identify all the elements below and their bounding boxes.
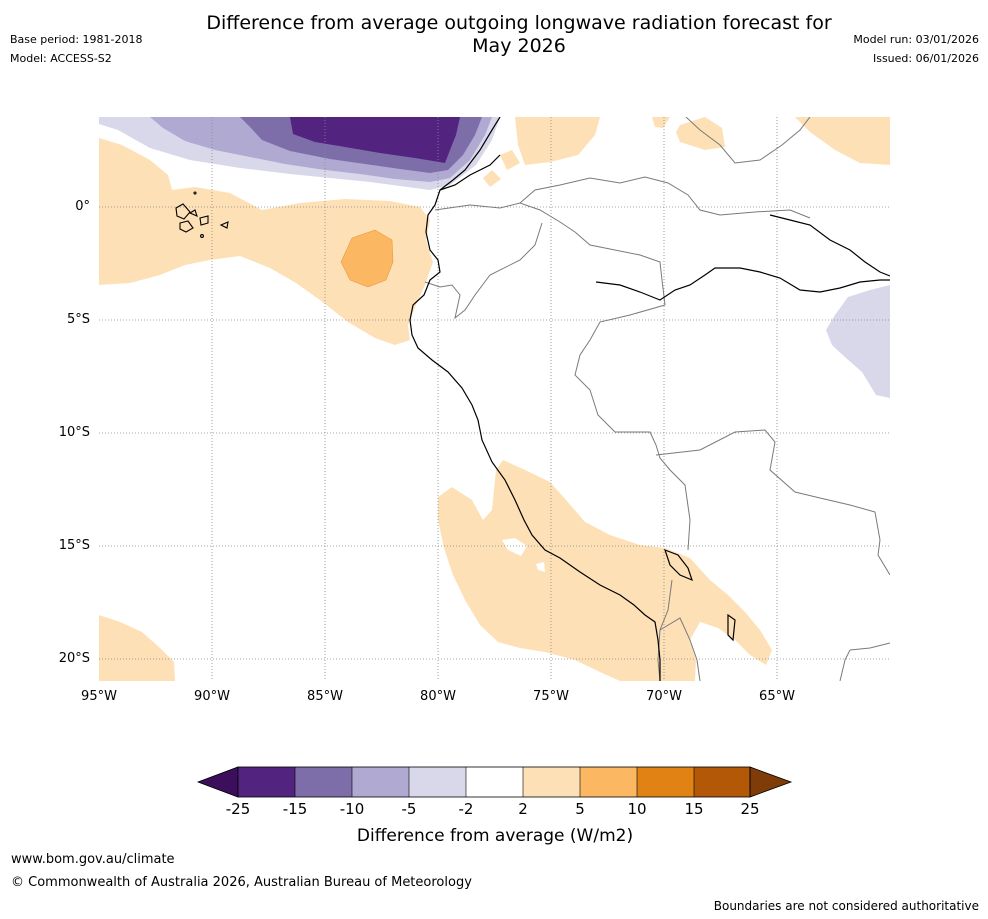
coast-caribbean: [439, 154, 501, 191]
chart-title: Difference from average outgoing longwav…: [0, 12, 988, 58]
coastlines: [409, 117, 890, 681]
country-borders: [424, 117, 890, 681]
border-colombia-ecuador: [434, 202, 666, 306]
issued-date: Issued: 06/01/2026: [872, 52, 979, 65]
anomaly-light-orange-north-5: [676, 117, 725, 150]
colorbar-bin-4: [409, 767, 466, 797]
colorbar-tick-15: 15: [684, 800, 704, 818]
border-paraguay-2: [839, 649, 851, 681]
colorbar-bin-6: [523, 767, 580, 797]
colorbar-tick-5: 5: [575, 800, 585, 818]
lon-label-75w: 75°W: [533, 689, 569, 704]
base-period: Base period: 1981-2018: [10, 33, 143, 46]
meta-right: Model run: 03/01/2026 Issued: 06/01/2026: [853, 30, 979, 68]
anomaly-lavender-east: [826, 285, 890, 398]
river-amazon: [595, 267, 890, 301]
anomaly-dark-purple: [290, 117, 460, 163]
title-line-2: May 2026: [472, 35, 566, 57]
colorbar-dividers: [294, 767, 695, 797]
lake-titicaca: [664, 548, 693, 582]
colorbar-title: Difference from average (W/m2): [356, 826, 634, 846]
colorbar-bin-3: [352, 767, 409, 797]
anomaly-white-hole: [502, 538, 527, 556]
colorbar-bin-8: [637, 767, 694, 797]
lat-label-10s: 10°S: [58, 425, 90, 440]
anomaly-light-orange-north-2: [500, 150, 520, 170]
model-name: Model: ACCESS-S2: [10, 52, 112, 65]
colorbar-tick-neg15: -15: [282, 800, 308, 818]
colorbar-bin-2: [295, 767, 352, 797]
model-run: Model run: 03/01/2026: [853, 33, 979, 46]
border-bolivia-argentina: [659, 617, 701, 681]
border-peru-brazil: [574, 304, 691, 551]
anomaly-light-orange-southwest: [99, 615, 175, 681]
website-link[interactable]: www.bom.gov.au/climate: [11, 852, 175, 867]
colorbar: [196, 766, 793, 798]
map-area: [99, 117, 890, 681]
lat-label-5s: 5°S: [66, 312, 90, 327]
colorbar-tick-neg25: -25: [225, 800, 251, 818]
disclaimer-text: Boundaries are not considered authoritat…: [713, 899, 979, 913]
border-paraguay: [849, 642, 890, 651]
colorbar-frame: [237, 766, 751, 798]
lat-label-20s: 20°S: [58, 651, 90, 666]
lon-label-65w: 65°W: [759, 689, 795, 704]
anomaly-orange-pacific: [340, 229, 394, 288]
colorbar-tick-neg10: -10: [339, 800, 365, 818]
lon-label-90w: 90°W: [194, 689, 230, 704]
colorbar-tick-25: 25: [740, 800, 760, 818]
border-venezuela-north: [685, 117, 811, 164]
meta-left: Base period: 1981-2018 Model: ACCESS-S2: [10, 30, 142, 68]
border-colombia-venezuela: [519, 176, 811, 219]
lake-poopo: [727, 613, 736, 642]
coast-pacific: [409, 117, 661, 681]
anomaly-light-orange-north-4: [652, 117, 670, 128]
lat-label-0: 0°: [75, 199, 90, 214]
colorbar-extend-min: [196, 766, 239, 798]
colorbar-bin-5: [466, 767, 523, 797]
river-negro: [769, 214, 890, 277]
anomaly-light-orange-north-3: [483, 170, 501, 187]
colorbar-extend-max: [749, 766, 793, 798]
colorbar-bin-9: [694, 767, 750, 797]
border-ecuador-peru: [424, 222, 543, 320]
border-brazil-bolivia: [655, 429, 890, 576]
anomaly-light-orange-north-6: [795, 117, 890, 165]
lon-label-80w: 80°W: [420, 689, 456, 704]
title-line-1: Difference from average outgoing longwav…: [206, 12, 832, 34]
anomaly-light-orange-north-1: [515, 117, 600, 165]
lon-label-95w: 95°W: [81, 689, 117, 704]
colorbar-bin-1: [238, 767, 295, 797]
anomaly-white-hole-2: [536, 562, 545, 572]
colorbar-tick-neg5: -5: [401, 800, 417, 818]
lat-label-15s: 15°S: [58, 538, 90, 553]
anomaly-light-orange-pacific: [99, 138, 433, 345]
galapagos-islands: [175, 191, 229, 238]
lon-label-85w: 85°W: [307, 689, 343, 704]
lon-label-70w: 70°W: [646, 689, 682, 704]
colorbar-tick-2: 2: [518, 800, 528, 818]
colorbar-tick-10: 10: [627, 800, 647, 818]
colorbar-tick-neg2: -2: [458, 800, 474, 818]
colorbar-bin-7: [580, 767, 637, 797]
copyright-text: © Commonwealth of Australia 2026, Austra…: [11, 875, 472, 890]
